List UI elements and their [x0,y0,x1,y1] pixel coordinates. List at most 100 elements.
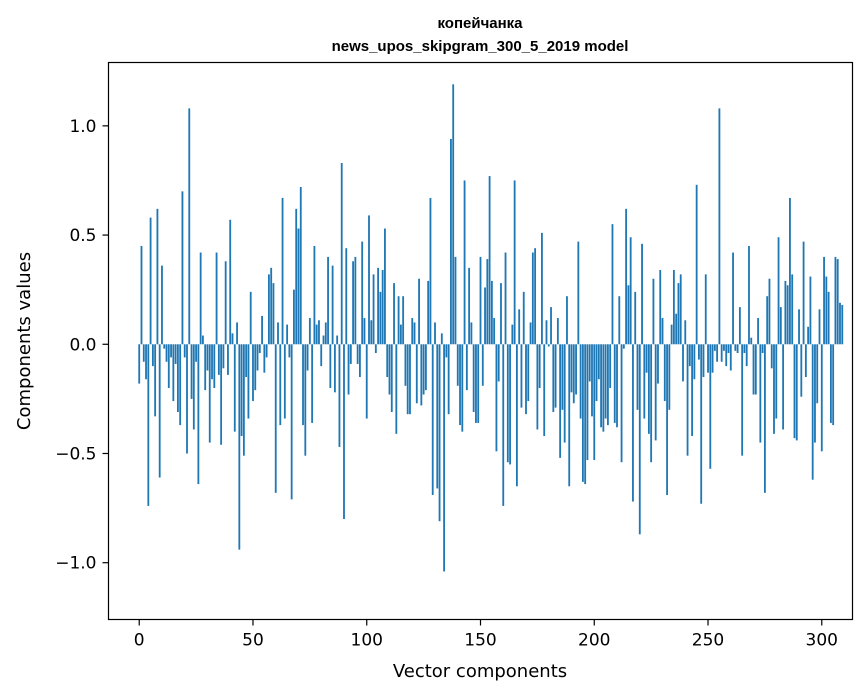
bar-52 [256,344,259,371]
bar-196 [584,344,587,485]
bar-202 [597,344,600,380]
bar-231 [663,344,666,402]
bar-26 [197,344,200,485]
bar-198 [588,344,591,382]
bar-232 [666,344,668,495]
bar-173 [531,252,534,345]
bar-29 [204,344,207,391]
bar-104 [374,344,377,354]
bar-95 [354,256,357,345]
bar-167 [518,309,521,345]
bar-137 [450,138,452,345]
bar-159 [500,283,502,345]
bar-249 [704,274,707,345]
bar-106 [379,291,382,345]
bar-75 [308,318,311,345]
bar-77 [313,245,316,345]
bar-252 [711,344,714,373]
bar-127 [427,280,430,345]
bar-30 [206,344,209,371]
bar-289 [795,344,798,441]
bar-38 [224,261,227,345]
bar-292 [802,241,805,345]
bar-222 [643,344,646,419]
bar-4 [147,344,150,506]
bar-98 [361,241,364,345]
bar-124 [420,344,423,406]
bar-195 [581,344,584,482]
bar-244 [693,344,696,380]
bar-170 [525,344,527,415]
bar-41 [231,333,234,345]
bar-256 [720,344,723,362]
x-axis-ticks: 0 50 100 150 200 250 300 [134,619,838,651]
bar-10 [161,265,163,345]
bar-301 [823,256,825,345]
bar-119 [409,344,411,415]
bar-132 [438,344,441,522]
bar-160 [502,344,505,506]
bar-192 [575,344,577,395]
bar-208 [611,224,614,345]
bar-247 [700,344,703,504]
bar-100 [365,344,368,419]
x-tick-label: 250 [692,631,724,651]
bar-59 [272,283,275,345]
bar-191 [572,344,575,404]
bar-12 [165,344,168,362]
bar-82 [324,322,327,345]
bar-31 [208,344,211,443]
bar-207 [609,344,612,388]
bar-156 [493,318,496,345]
bar-69 [295,208,298,345]
bar-253 [713,344,716,351]
bar-230 [661,318,664,345]
bar-25 [195,344,198,362]
bar-242 [688,344,691,367]
y-axis-label: Components values [14,252,35,430]
bar-309 [841,304,844,345]
bar-68 [293,289,295,345]
bar-233 [668,344,671,410]
bar-268 [748,245,750,345]
bar-299 [818,309,821,345]
bar-181 [550,307,552,345]
bar-267 [745,344,748,367]
bar-216 [629,237,632,345]
bar-239 [682,344,684,382]
bar-266 [743,344,746,354]
bar-305 [832,344,835,426]
bar-122 [415,344,418,404]
bar-213 [622,344,625,349]
bar-217 [632,344,634,502]
bar-270 [752,344,755,395]
bar-147 [472,344,475,412]
x-tick-label: 200 [578,631,610,651]
bar-36 [220,344,223,445]
bar-269 [750,337,753,345]
bar-51 [254,344,257,391]
bar-171 [527,344,530,402]
bar-45 [240,344,243,437]
bar-186 [561,344,564,410]
bar-264 [738,307,741,345]
y-tick-label: 1.0 [69,117,96,137]
bar-225 [650,344,653,463]
bar-120 [411,318,414,345]
bar-177 [541,232,543,345]
bar-55 [263,344,266,373]
bar-14 [170,344,172,358]
bar-57 [267,274,270,345]
bar-150 [479,256,482,345]
bar-2 [142,344,145,362]
bar-180 [547,344,550,347]
bar-46 [242,344,245,456]
bar-135 [445,344,448,358]
y-tick-label: −0.5 [55,444,96,464]
bar-123 [418,278,420,345]
bar-99 [363,318,366,345]
bar-53 [258,344,261,354]
bar-78 [315,324,318,345]
bar-111 [390,344,393,412]
bar-115 [399,324,402,345]
